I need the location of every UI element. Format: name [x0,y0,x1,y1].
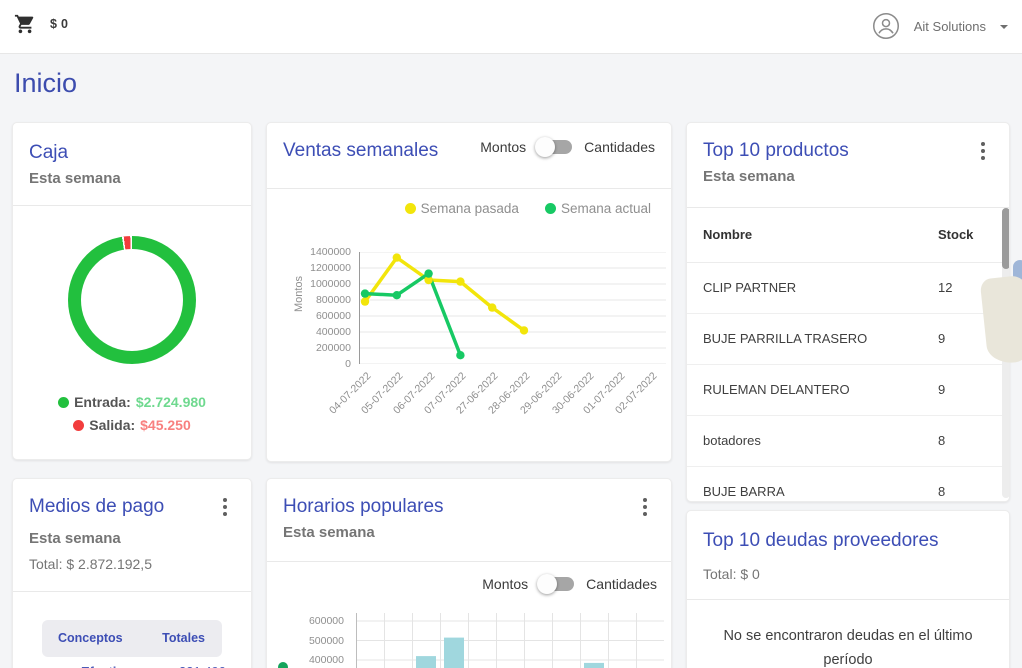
divider [267,188,671,189]
horarios-subtitle: Esta semana [283,524,375,541]
caja-subtitle: Esta semana [29,170,121,187]
product-name: CLIP PARTNER [703,280,797,295]
horarios-card: Horarios populares Esta semana Montos Ca… [266,478,672,668]
caja-donut-hole [81,249,183,351]
ventas-legend-dot [544,203,556,214]
medios-card: Medios de pago Esta semana Total: $ 2.87… [12,478,252,668]
horarios-chart-svg [356,613,665,668]
legend-label: Semana actual [560,201,651,216]
ventas-toggle-label-cantidades: Cantidades [584,139,655,155]
caja-legend-entrada: Entrada: $2.724.980 [58,394,206,410]
page-title: Inicio [14,68,78,98]
product-stock: 9 [938,331,946,346]
partial-legend-dot [278,662,288,668]
account-name: Ait Solutions [913,18,986,34]
chevron-down-icon [1000,25,1008,29]
horarios-toggle-label-cantidades: Cantidades [586,576,657,592]
ventas-toggle-label-montos: Montos [480,139,527,155]
legend-semana-actual: Semana actual [544,201,651,216]
horarios-ytick-labels: 600000 500000 400000 [308,615,344,666]
table-row: CLIP PARTNER 12 [687,263,1009,314]
col-stock: Stock [938,227,974,242]
product-name: BUJE BARRA [703,484,785,499]
caja-title: Caja [29,142,69,163]
table-row: RULEMAN DELANTERO 9 [687,365,1009,416]
deudas-total: Total: $ 0 [703,566,760,582]
deudas-title: Top 10 deudas proveedores [703,530,939,551]
cursor-artifact-blue [1013,260,1022,282]
ventas-chart-legend: Semana pasada Semana actual [267,189,671,216]
caja-card: Caja Esta semana Entrada: $2.724.980 Sal… [12,122,252,460]
account-menu[interactable]: Ait Solutions [872,12,1008,40]
product-stock: 8 [938,433,946,448]
concept-value: 331.490 [179,664,226,668]
horarios-title: Horarios populares [283,496,444,517]
table-row: botadores 8 [687,416,1009,467]
switch-knob [537,574,558,594]
medios-title: Medios de pago [29,496,165,517]
table-row: BUJE PARRILLA TRASERO 9 [687,314,1009,365]
productos-card: Top 10 productos Esta semana Nombre Stoc… [686,122,1010,502]
product-stock: 12 [938,280,953,295]
caja-legend-label: Salida: [89,417,136,433]
ventas-legend-dot [404,203,416,214]
col-nombre: Nombre [703,227,753,242]
deudas-card: Top 10 deudas proveedores Total: $ 0 No … [686,510,1010,668]
caja-legend-value: $45.250 [140,417,191,433]
legend-semana-pasada: Semana pasada [404,201,519,216]
switch-knob [535,137,556,157]
col-totales: Totales [162,631,205,645]
col-conceptos: Conceptos [58,631,123,645]
medios-table-header: Conceptos Totales [42,620,222,657]
caja-donut [68,236,196,364]
product-stock: 8 [938,484,946,499]
ventas-chart-svg [359,251,666,365]
divider [687,207,1009,208]
topbar: $ 0 Ait Solutions [0,0,1022,54]
shopping-cart-icon [14,14,34,34]
legend-label: Semana pasada [420,201,519,216]
divider [267,561,671,562]
productos-scrollbar-thumb[interactable] [1002,208,1009,269]
caja-legend: Entrada: $2.724.980 Salida: $45.250 [13,394,251,433]
caja-legend-label: Entrada: [74,394,131,410]
divider [687,599,1009,600]
ventas-title: Ventas semanales [283,140,439,161]
horarios-montos-cantidades-switch[interactable] [537,574,575,594]
medios-kebab-menu-button[interactable] [215,495,235,519]
ventas-card: Ventas semanales Montos Cantidades Seman… [266,122,672,462]
horarios-toggle-label-montos: Montos [482,576,529,592]
cart-button[interactable]: $ 0 [14,13,68,35]
product-stock: 9 [938,382,946,397]
medios-total: Total: $ 2.872.192,5 [29,556,152,572]
concept-name: Efectivo [81,664,132,668]
ventas-toggle-group: Montos Cantidades [480,137,655,157]
ventas-ytick-labels: 1400000 1200000 1000000 800000 600000 400000 2… [310,246,351,370]
caja-legend-salida: Salida: $45.250 [73,417,191,433]
medios-subtitle: Esta semana [29,530,121,547]
avatar-icon [872,12,899,40]
ventas-montos-cantidades-switch[interactable] [535,137,573,157]
caja-legend-dot [73,419,85,431]
divider [13,591,251,592]
table-row: BUJE BARRA 8 [687,467,1009,501]
caja-legend-dot [58,396,70,408]
productos-table-header: Nombre Stock [687,208,1009,263]
product-name: BUJE PARRILLA TRASERO [703,331,868,346]
divider [13,205,251,206]
horarios-toggle-group: Montos Cantidades [482,574,657,594]
product-name: RULEMAN DELANTERO [703,382,850,397]
ventas-xtick-labels: 04-07-2022 05-07-2022 06-07-2022 07-07-2022… [327,370,660,417]
caja-legend-value: $2.724.980 [135,394,206,410]
cart-total: $ 0 [50,17,69,31]
productos-title: Top 10 productos [703,140,849,161]
productos-kebab-menu-button[interactable] [973,139,993,163]
product-name: botadores [703,433,761,448]
horarios-kebab-menu-button[interactable] [635,495,655,519]
deudas-empty-message: No se encontraron deudas en el último pe… [723,628,973,668]
productos-subtitle: Esta semana [703,168,795,185]
